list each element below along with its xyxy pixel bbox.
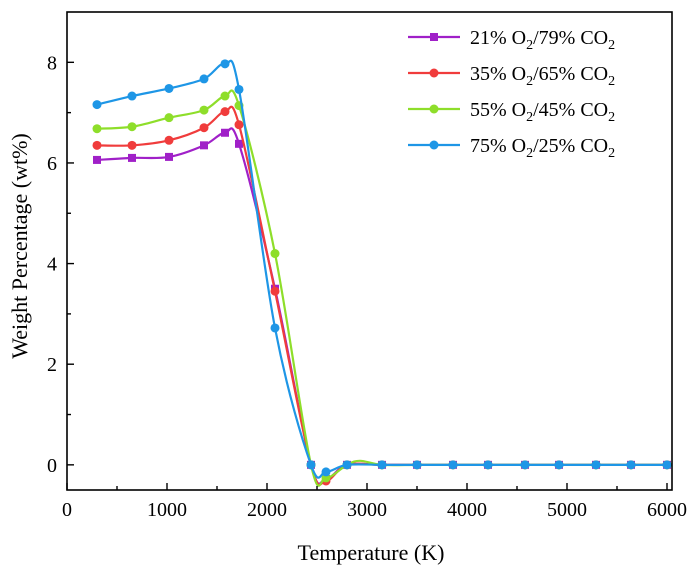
data-point	[165, 152, 173, 161]
data-point	[199, 123, 209, 133]
x-tick-label: 4000	[447, 499, 487, 521]
data-point	[221, 128, 229, 137]
legend-entry: 75% O2/25% CO2	[408, 135, 615, 161]
data-point	[270, 286, 280, 296]
x-tick-label: 6000	[647, 499, 687, 521]
data-point	[520, 460, 530, 470]
data-point	[164, 113, 174, 123]
data-point	[128, 153, 136, 162]
data-point	[199, 74, 209, 84]
data-point	[127, 122, 137, 132]
legend-label: 21% O2/79% CO2	[470, 27, 615, 53]
legend-entry: 55% O2/45% CO2	[408, 99, 615, 125]
data-point	[483, 460, 493, 470]
series-line	[95, 59, 669, 479]
data-point	[200, 141, 208, 150]
data-point	[92, 100, 102, 110]
series-1	[93, 127, 671, 485]
y-tick-label: 8	[47, 52, 57, 74]
legend-label: 75% O2/25% CO2	[470, 135, 615, 161]
data-point	[220, 91, 230, 101]
data-point	[342, 460, 352, 470]
legend-marker	[429, 68, 439, 78]
data-point	[591, 460, 601, 470]
series-4	[92, 59, 672, 479]
data-point	[92, 140, 102, 150]
x-tick-label: 3000	[347, 499, 387, 521]
x-tick-label: 0	[62, 499, 72, 521]
data-point	[321, 467, 331, 477]
data-point	[377, 460, 387, 470]
data-point	[235, 139, 243, 148]
y-tick-label: 0	[47, 455, 57, 477]
legend-label: 35% O2/65% CO2	[470, 63, 615, 89]
data-point	[412, 460, 422, 470]
data-point	[234, 84, 244, 94]
data-point	[220, 107, 230, 117]
axes-layer: 0 1000 2000 3000 4000 5000 6000 0 2 4 6 8	[47, 11, 687, 521]
series-2	[92, 105, 672, 486]
y-axis-title: Weight Percentage (wt%)	[7, 133, 32, 358]
data-point	[306, 460, 316, 470]
y-tick-label: 2	[47, 354, 57, 376]
data-point	[270, 249, 280, 259]
data-point	[127, 91, 137, 101]
data-point	[199, 105, 209, 115]
legend-entry: 21% O2/79% CO2	[408, 27, 615, 53]
series-layer	[92, 59, 672, 487]
legend-entry: 35% O2/65% CO2	[408, 63, 615, 89]
legend-label: 55% O2/45% CO2	[470, 99, 615, 125]
data-point	[626, 460, 636, 470]
data-point	[93, 155, 101, 164]
legend: 21% O2/79% CO2 35% O2/65% CO2 55% O2/45% C…	[408, 27, 615, 161]
legend-marker	[429, 140, 439, 150]
legend-marker	[430, 33, 438, 41]
y-tick-label: 4	[47, 254, 57, 276]
x-tick-label: 2000	[247, 499, 287, 521]
series-line	[95, 105, 669, 486]
x-tick-label: 5000	[547, 499, 587, 521]
data-point	[164, 135, 174, 145]
data-point	[234, 120, 244, 130]
x-tick-label: 1000	[147, 499, 187, 521]
data-point	[662, 460, 672, 470]
legend-marker	[429, 104, 439, 114]
x-axis-title: Temperature (K)	[298, 540, 445, 565]
series-line	[95, 127, 669, 485]
data-point	[270, 323, 280, 333]
data-point	[92, 124, 102, 134]
data-point	[127, 140, 137, 150]
data-point	[220, 59, 230, 69]
plot-frame	[66, 11, 673, 491]
data-point	[554, 460, 564, 470]
data-point	[164, 83, 174, 93]
data-point	[448, 460, 458, 470]
y-tick-label: 6	[47, 153, 57, 175]
